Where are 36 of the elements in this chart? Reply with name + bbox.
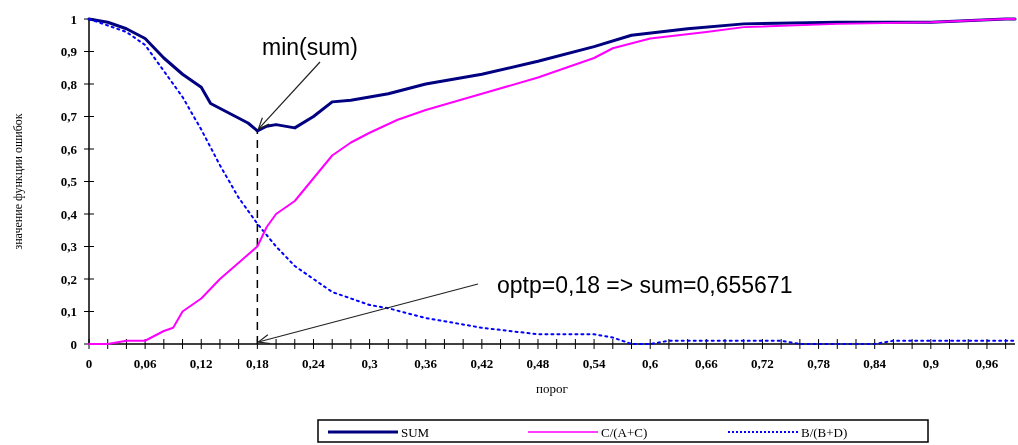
y-tick-label: 0 (70, 336, 77, 352)
x-tick-label: 0,3 (361, 356, 379, 371)
y-tick-label: 0,9 (60, 44, 78, 60)
y-axis-title: значение функции ошибок (11, 113, 25, 250)
y-tick-label: 0,2 (60, 271, 77, 287)
x-tick-label: 0,36 (414, 356, 438, 371)
x-tick-label: 0,6 (642, 356, 659, 371)
x-tick-label: 0,72 (751, 356, 774, 371)
x-tick-label: 0,24 (302, 356, 326, 371)
y-tick-label: 0,5 (60, 174, 78, 190)
y-tick-label: 0,7 (60, 109, 78, 125)
y-tick-label: 1 (70, 11, 77, 27)
legend-label: B/(B+D) (801, 424, 848, 440)
line-series (88, 18, 1016, 345)
x-tick-label: 0 (85, 356, 93, 371)
y-tick-label: 0,6 (60, 141, 78, 157)
y-tick-label: 0,1 (60, 304, 77, 320)
x-tick-label: 0,84 (863, 356, 887, 371)
x-tick-label: 0,66 (694, 356, 719, 371)
x-tick-label: 0,06 (133, 356, 157, 371)
x-tick-label: 0,54 (582, 356, 606, 371)
y-tick-label: 0,8 (60, 76, 78, 92)
legend-label: SUM (401, 424, 430, 440)
x-tick-label: 0,78 (807, 356, 831, 371)
x-tick-label: 0,42 (470, 356, 494, 371)
x-tick-label: 0,48 (526, 356, 550, 371)
y-tick-label: 0,3 (60, 239, 78, 255)
legend-label: C/(A+C) (601, 424, 648, 440)
x-tick-label: 0,9 (922, 356, 940, 371)
x-tick-label: 0,12 (189, 356, 213, 371)
x-tick-label: 0,96 (975, 356, 999, 371)
annotation: optp=0,18 => sum=0,655671 (497, 272, 793, 298)
x-tick-label: 0,18 (245, 356, 270, 371)
y-tick-label: 0,4 (60, 206, 78, 222)
x-axis-title: порог (536, 381, 568, 396)
annotation: min(sum) (262, 34, 358, 60)
